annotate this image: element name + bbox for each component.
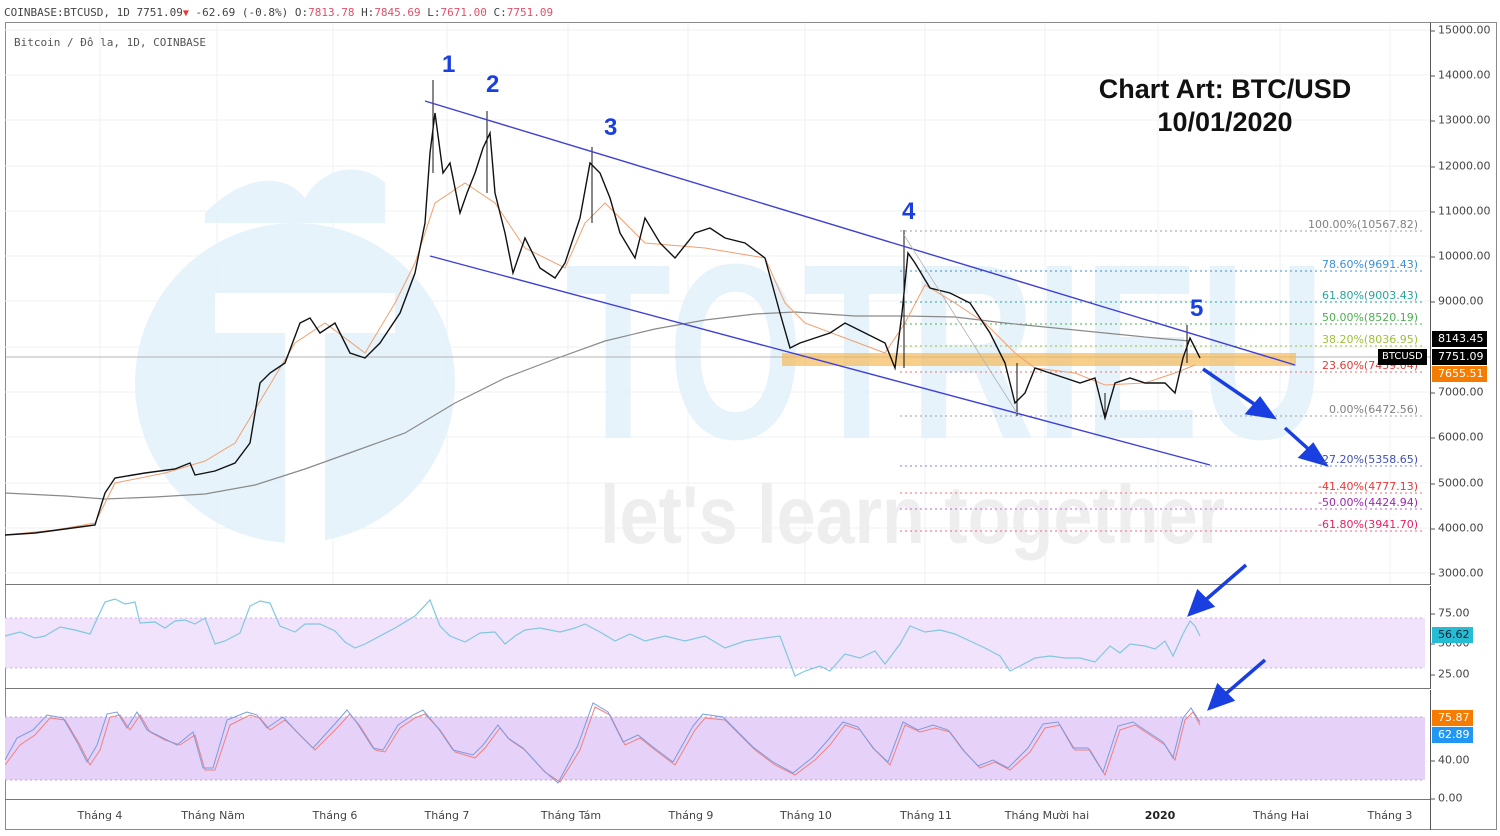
time-tick: Tháng Mười hai — [1004, 809, 1090, 822]
wave-label-1: 1 — [442, 51, 456, 78]
price-tick: 11000.00 — [1431, 205, 1491, 218]
rsi-chart-svg — [5, 598, 1425, 677]
time-axis[interactable]: Tháng 4 Tháng Năm Tháng 6 Tháng 7 Tháng … — [5, 800, 1430, 830]
rsi-tick: 75.00 — [1431, 607, 1470, 620]
time-tick: Tháng 9 — [668, 809, 714, 822]
open-label: O: — [294, 6, 309, 19]
price-tick: 9000.00 — [1431, 295, 1484, 308]
rsi-axis[interactable]: 75.00 50.00 25.00 56.62 — [1430, 586, 1497, 689]
annotation-date: 10/01/2020 — [1157, 107, 1293, 137]
fib-label-100: 100.00%(10567.82) — [1307, 218, 1418, 231]
time-tick: Tháng Hai — [1253, 809, 1309, 822]
close-label: C: — [493, 6, 507, 19]
fib-label-neg27-2: -27.20%(5358.65) — [1318, 453, 1418, 466]
stoch-tick: 0.00 — [1431, 792, 1463, 805]
time-tick: 2020 — [1144, 809, 1176, 822]
stoch-d-label: 62.89 — [1432, 727, 1473, 743]
price-axis[interactable]: 15000.00 14000.00 13000.00 12000.00 1100… — [1430, 23, 1497, 585]
fib-trend-line — [903, 234, 1018, 414]
fib-label-78-6: 78.60%(9691.43) — [1321, 258, 1418, 271]
price-tick: 10000.00 — [1431, 250, 1491, 263]
annotation-title: Chart Art: BTC/USD — [1098, 74, 1352, 104]
stochastic-pane[interactable] — [5, 690, 1430, 800]
axis-corner — [1430, 800, 1497, 830]
watermark-tagline: let's learn together — [600, 470, 1225, 561]
fib-label-0: 0.00%(6472.56) — [1328, 403, 1418, 416]
upper-price-label: 8143.45 — [1432, 331, 1487, 347]
low-value: 7671.00 — [440, 6, 487, 19]
time-tick: Tháng 3 — [1367, 809, 1413, 822]
rsi-line — [5, 598, 1201, 677]
high-value: 7845.69 — [374, 6, 421, 19]
price-tick: 5000.00 — [1431, 477, 1484, 490]
price-tick: 14000.00 — [1431, 69, 1491, 82]
candle-wicks — [432, 80, 1188, 418]
low-label: L: — [427, 6, 441, 19]
open-value: 7813.78 — [308, 6, 355, 19]
chart-art-annotation: Chart Art: BTC/USD 10/01/2020 — [1060, 73, 1390, 139]
stoch-tick: 40.00 — [1431, 754, 1470, 767]
time-tick: Tháng 10 — [780, 809, 832, 822]
symbol-label[interactable]: COINBASE:BTCUSD, 1D — [4, 6, 130, 19]
wave-label-2: 2 — [486, 71, 500, 98]
price-change: -62.69 (-0.8%) — [195, 6, 289, 19]
price-tick: 3000.00 — [1431, 567, 1484, 580]
wave-label-4: 4 — [902, 198, 916, 225]
stoch-chart-svg — [5, 702, 1425, 784]
price-tick: 6000.00 — [1431, 431, 1484, 444]
chart-frame — [5, 22, 1497, 830]
triangle-down-icon: ▼ — [182, 8, 189, 19]
fib-label-neg41-4: -41.40%(4777.13) — [1318, 480, 1418, 493]
fib-label-50: 50.00%(8520.19) — [1321, 311, 1418, 324]
price-chart-svg: TOTRIEU let's learn together — [5, 23, 1430, 584]
projection-arrows — [1202, 367, 1329, 467]
fib-label-38-2: 38.20%(8036.95) — [1321, 333, 1418, 346]
ohlc-line: COINBASE:BTCUSD, 1D 7751.09▼ -62.69 (-0.… — [4, 6, 553, 19]
high-label: H: — [361, 6, 375, 19]
symbol-header: COINBASE:BTCUSD, 1D 7751.09▼ -62.69 (-0.… — [0, 0, 1500, 22]
chart-legend: Bitcoin / Đô la, 1D, COINBASE — [14, 36, 207, 49]
channel-upper-line — [424, 100, 1296, 366]
ema-line — [5, 182, 1196, 536]
stoch-k-label: 75.87 — [1432, 710, 1473, 726]
stoch-axis[interactable]: 40.00 0.00 75.87 62.89 — [1430, 690, 1497, 805]
time-tick: Tháng 7 — [424, 809, 470, 822]
price-tick: 13000.00 — [1431, 114, 1491, 127]
symbol-price-tag: BTCUSD — [1378, 349, 1427, 365]
wave-label-5: 5 — [1190, 295, 1204, 322]
lower-price-label: 7655.51 — [1432, 366, 1487, 382]
last-price: 7751.09 — [136, 6, 183, 19]
time-tick: Tháng 11 — [900, 809, 952, 822]
rsi-value-label: 56.62 — [1432, 627, 1473, 643]
close-value: 7751.09 — [506, 6, 554, 19]
time-tick: Tháng 6 — [312, 809, 358, 822]
rsi-pane[interactable] — [5, 586, 1430, 689]
stoch-k-line — [5, 702, 1201, 784]
fib-label-neg50: -50.00%(4424.94) — [1318, 496, 1418, 509]
price-tick: 15000.00 — [1431, 24, 1491, 37]
rsi-tick: 25.00 — [1431, 668, 1470, 681]
rsi-band — [5, 618, 1425, 668]
price-candles — [5, 112, 1201, 536]
channel-lower-line — [429, 255, 1211, 466]
support-zone — [782, 353, 1296, 366]
stoch-band — [5, 717, 1425, 780]
time-tick: Tháng Tám — [540, 809, 602, 822]
price-tick: 12000.00 — [1431, 160, 1491, 173]
price-tick: 7000.00 — [1431, 386, 1484, 399]
price-tick: 4000.00 — [1431, 522, 1484, 535]
price-pane[interactable]: TOTRIEU let's learn together — [5, 23, 1430, 585]
wave-label-3: 3 — [604, 114, 618, 141]
fib-label-61-8: 61.80%(9003.43) — [1321, 289, 1418, 302]
fib-label-neg61-8: -61.80%(3941.70) — [1318, 518, 1418, 531]
ma200-line — [5, 311, 1191, 500]
last-price-label: 7751.09 — [1432, 349, 1487, 365]
time-tick: Tháng Năm — [181, 809, 245, 822]
time-tick: Tháng 4 — [77, 809, 123, 822]
